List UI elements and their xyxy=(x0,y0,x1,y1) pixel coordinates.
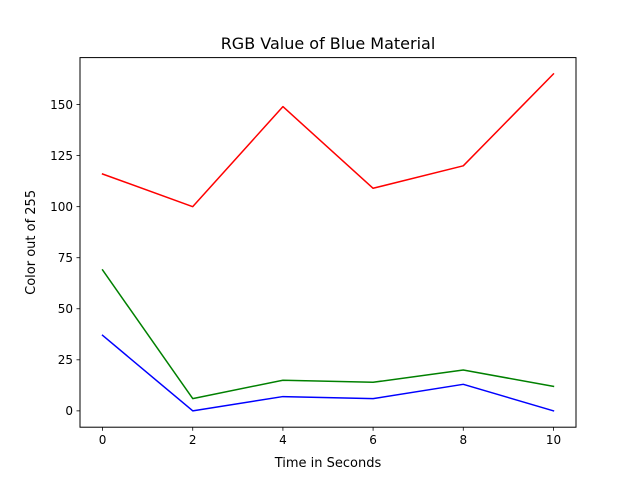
y-tick-label: 25 xyxy=(58,353,73,367)
series-line-2 xyxy=(101,334,555,412)
series-layer xyxy=(101,72,555,412)
series-line-0 xyxy=(101,72,555,208)
y-tick-label: 150 xyxy=(50,98,73,112)
x-tick-label: 2 xyxy=(189,433,197,447)
y-tick-label: 50 xyxy=(58,302,73,316)
y-axis-ticks: 0 25 50 75 100 125 150 xyxy=(50,98,80,418)
chart-title: RGB Value of Blue Material xyxy=(221,34,436,53)
y-tick-label: 125 xyxy=(50,149,73,163)
x-tick-label: 8 xyxy=(459,433,467,447)
x-tick-label: 10 xyxy=(546,433,561,447)
x-axis-ticks: 0 2 4 6 8 10 xyxy=(99,427,561,447)
y-tick-label: 0 xyxy=(65,404,73,418)
x-axis-label: Time in Seconds xyxy=(274,456,382,471)
y-tick-label: 100 xyxy=(50,200,73,214)
series-line-1 xyxy=(101,268,555,400)
x-tick-label: 4 xyxy=(279,433,287,447)
x-tick-label: 0 xyxy=(99,433,107,447)
plot-area xyxy=(80,57,576,428)
y-axis-label: Color out of 255 xyxy=(24,190,39,295)
x-tick-label: 6 xyxy=(369,433,377,447)
plot-frame xyxy=(79,57,577,428)
y-tick-label: 75 xyxy=(58,251,73,265)
